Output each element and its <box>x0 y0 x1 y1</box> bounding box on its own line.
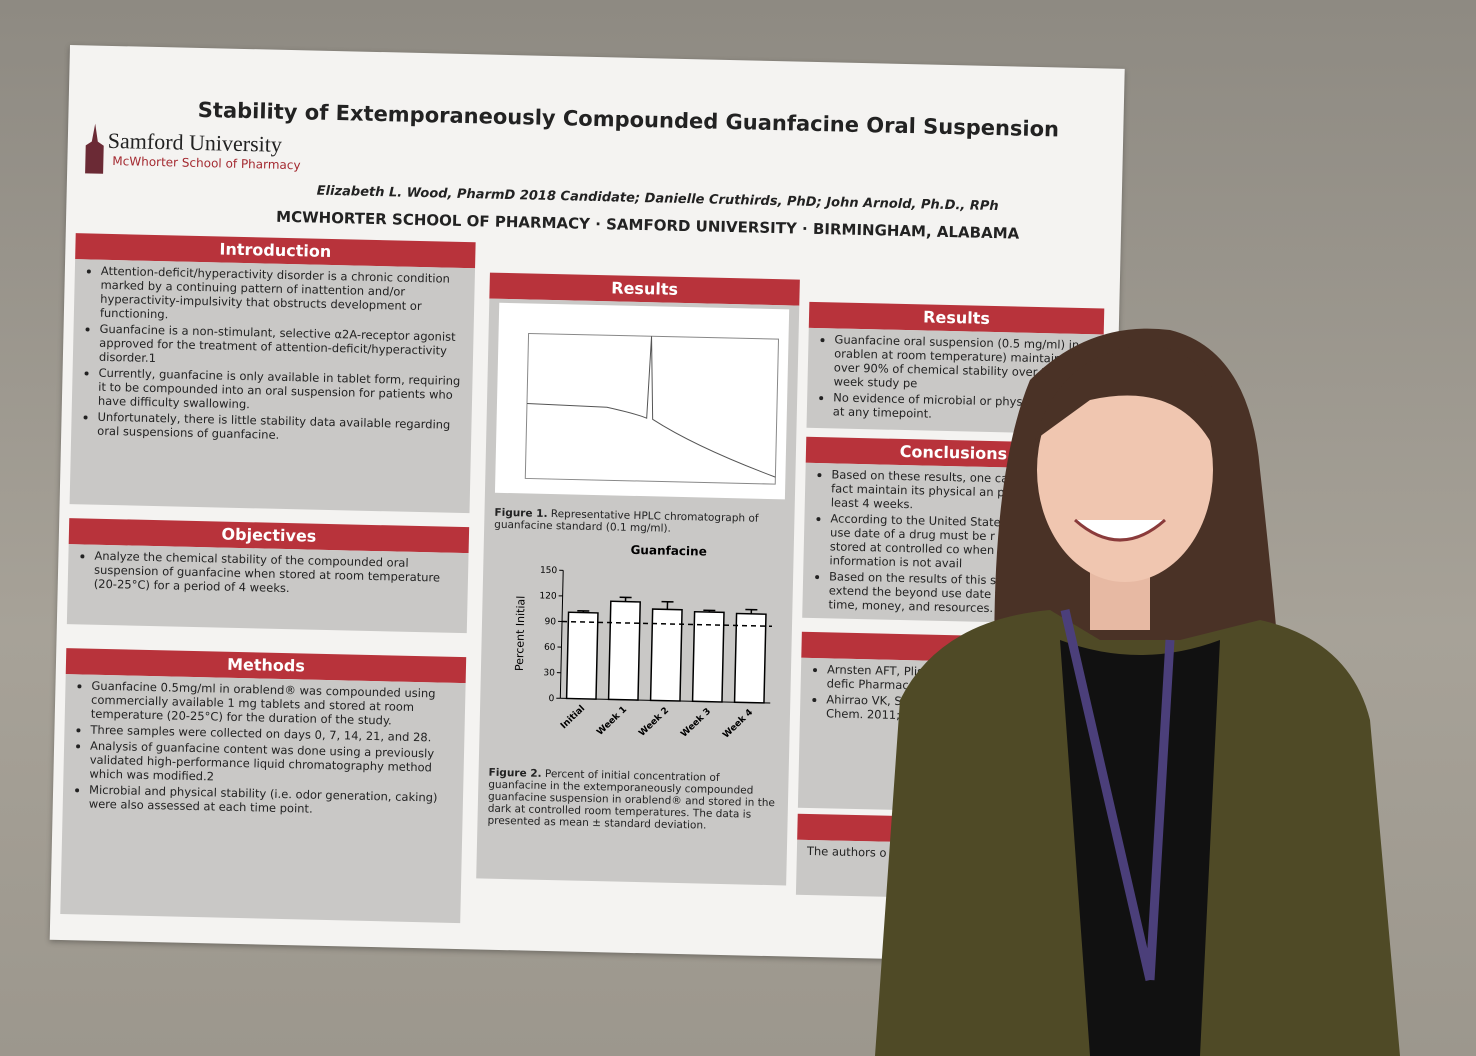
error-bar <box>577 610 590 613</box>
bar <box>565 611 599 700</box>
error-bar <box>619 596 632 602</box>
poster: Samford University McWhorter School of P… <box>49 45 1125 964</box>
section-body: Figure 1. Representative HPLC chromatogr… <box>476 298 800 886</box>
bar <box>649 608 683 702</box>
bar <box>733 612 767 704</box>
error-bar <box>745 608 758 614</box>
chart-title: Guanfacine <box>630 543 707 559</box>
error-bar <box>703 609 716 613</box>
reference-line <box>562 620 773 628</box>
y-tick-label: 120 <box>539 591 557 601</box>
y-tick-label: 90 <box>544 617 556 627</box>
logo-icon <box>85 123 104 174</box>
y-axis-label: Percent Initial <box>513 596 528 672</box>
y-tick-label: 30 <box>543 668 555 678</box>
y-axis <box>559 570 564 699</box>
error-bar <box>661 600 674 610</box>
y-tick-label: 150 <box>540 566 558 576</box>
y-tick-label: 60 <box>544 643 556 653</box>
chromatogram <box>494 302 790 500</box>
y-tick-label: 0 <box>548 694 554 704</box>
bar <box>691 610 725 703</box>
bar <box>607 600 641 701</box>
